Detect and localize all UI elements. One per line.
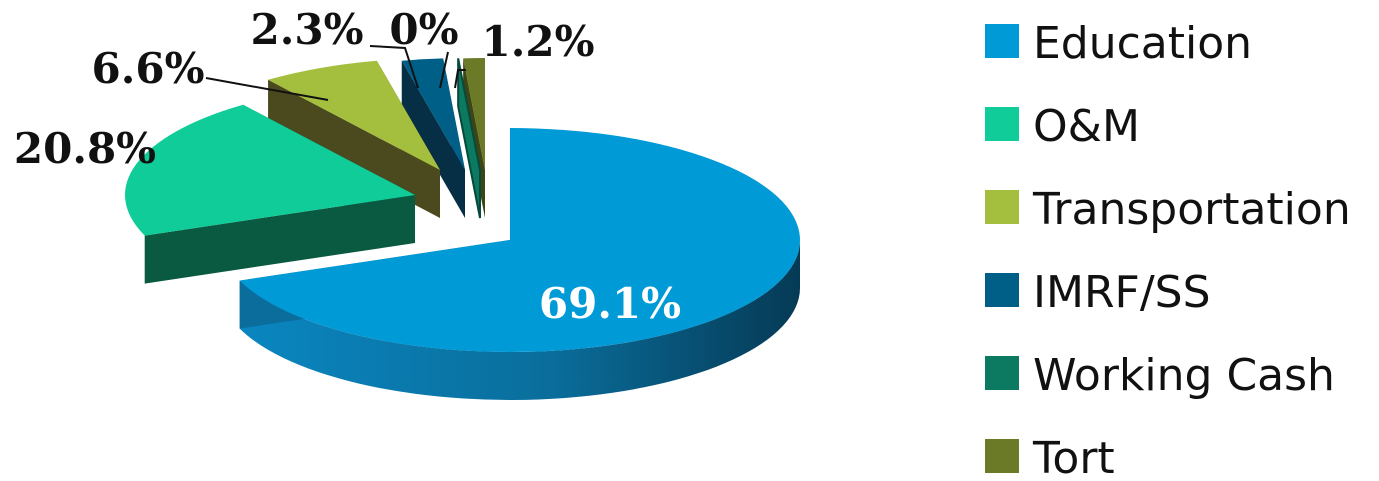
legend-swatch — [985, 356, 1019, 390]
data-label-imrf-ss: 2.3% — [251, 5, 364, 54]
slice-o-m — [125, 104, 416, 284]
legend-item-o-m: O&M — [985, 101, 1140, 152]
legend-item-imrf-ss: IMRF/SS — [985, 267, 1211, 318]
legend-label: Working Cash — [1033, 350, 1335, 401]
data-label-transportation: 6.6% — [92, 44, 205, 93]
slices-layer — [125, 58, 801, 401]
data-label-tort: 1.2% — [482, 17, 595, 66]
slice-education — [239, 128, 801, 401]
data-label-working-cash: 0% — [389, 5, 458, 54]
slice-transportation-top — [268, 60, 440, 170]
slice-education-top — [239, 128, 801, 353]
legend-swatch — [985, 190, 1019, 224]
data-label-o-m: 20.8% — [14, 124, 156, 173]
legend-swatch — [985, 273, 1019, 307]
data-label-education: 69.1% — [539, 279, 681, 328]
legend-label: Education — [1033, 18, 1252, 69]
legend-label: IMRF/SS — [1033, 267, 1211, 318]
slice-transportation-edge-2 — [268, 79, 440, 219]
legend-item-working-cash: Working Cash — [985, 350, 1335, 401]
slice-education-side — [239, 240, 801, 401]
legend-swatch — [985, 107, 1019, 141]
legend: Education O&M Transportation IMRF/SS Working… — [985, 18, 1351, 481]
slice-working-cash — [457, 58, 481, 219]
leader-lines — [205, 45, 466, 101]
leader-line — [439, 51, 449, 89]
legend-item-tort: Tort — [985, 433, 1115, 481]
legend-label: Tort — [1032, 433, 1115, 481]
slice-working-cash-sliver — [457, 58, 481, 219]
legend-label: O&M — [1033, 101, 1140, 152]
leader-line — [205, 77, 329, 101]
slice-imrf-ss-edge-2 — [401, 60, 465, 218]
slice-transportation — [268, 60, 440, 219]
leader-line — [369, 45, 419, 89]
slice-tort-top — [463, 58, 485, 170]
legend-item-transportation: Transportation — [985, 184, 1351, 235]
legend-item-education: Education — [985, 18, 1252, 69]
legend-swatch — [985, 439, 1019, 473]
leader-line — [454, 69, 466, 89]
slice-o-m-top — [125, 104, 416, 236]
legend-label: Transportation — [1032, 184, 1351, 235]
slice-o-m-edge-2 — [144, 195, 415, 284]
data-labels: 69.1% 20.8% 6.6% 2.3% 0% 1.2% — [14, 5, 681, 328]
legend-swatch — [985, 24, 1019, 58]
